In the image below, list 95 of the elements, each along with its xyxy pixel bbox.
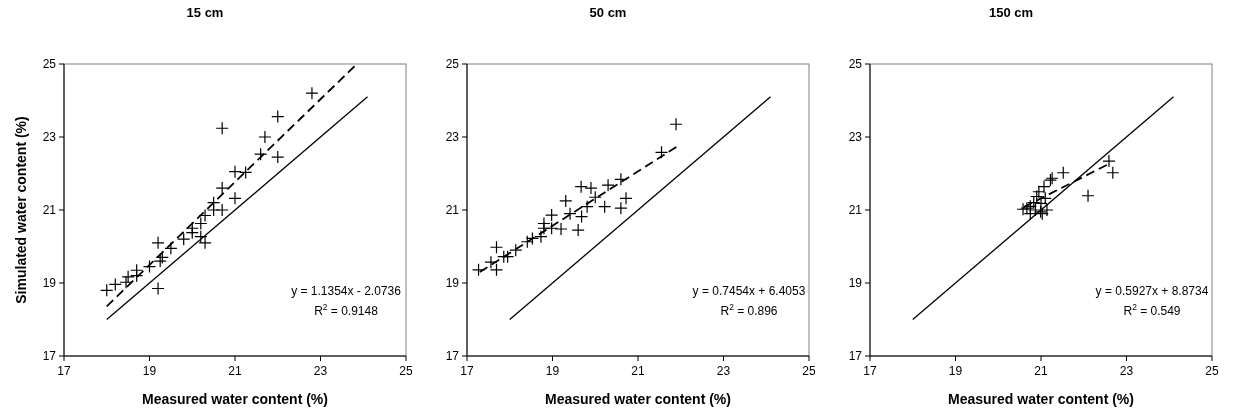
point: [1056, 166, 1070, 180]
point: [501, 250, 515, 264]
x-axis-title: Measured water content (%): [545, 391, 731, 407]
y-tick-label: 23: [848, 130, 863, 144]
annotation: R$^{2}$ = 0.9148: [314, 302, 379, 318]
point: [1106, 166, 1120, 180]
point: [614, 201, 628, 215]
point: [185, 226, 199, 240]
point: [563, 207, 577, 221]
point: [305, 86, 319, 100]
annotation: y = 0.7454x + 6.4053: [692, 284, 806, 298]
x-tick-label: 23: [1119, 364, 1134, 378]
x-tick-label: 17: [460, 364, 474, 378]
point: [153, 254, 167, 268]
point: [520, 235, 534, 249]
x-tick-label: 19: [948, 364, 963, 378]
point: [588, 190, 602, 204]
annotation: R$^{2}$ = 0.549: [1123, 302, 1181, 318]
y-tick-label: 17: [42, 349, 57, 363]
point: [669, 117, 683, 131]
y-tick-label: 21: [42, 203, 57, 217]
point: [142, 259, 157, 274]
y-tick-label: 17: [848, 349, 863, 363]
x-tick-label: 21: [631, 364, 645, 378]
point: [598, 200, 612, 214]
x-tick-label: 17: [863, 364, 877, 378]
annotation: y = 0.5927x + 8.8734: [1095, 284, 1209, 298]
point: [545, 208, 559, 222]
x-axis-title: Measured water content (%): [142, 391, 328, 407]
x-tick-label: 21: [228, 364, 242, 378]
point: [121, 270, 135, 284]
point: [194, 216, 208, 231]
x-tick-label: 25: [399, 364, 413, 378]
point: [574, 209, 589, 224]
point: [215, 121, 229, 135]
x-tick-label: 19: [142, 364, 157, 378]
annotation: R$^{2}$ = 0.896: [720, 302, 778, 318]
point: [130, 269, 144, 283]
point: [254, 147, 268, 161]
point: [580, 200, 594, 214]
y-tick-label: 25: [445, 57, 460, 71]
point: [525, 231, 540, 246]
point: [228, 191, 242, 205]
chart-title: 150 cm: [988, 5, 1034, 20]
point: [559, 194, 573, 208]
y-tick-label: 25: [848, 57, 863, 71]
chart-title: 15 cm: [186, 5, 224, 20]
point: [654, 145, 669, 159]
point: [215, 181, 229, 195]
point: [151, 236, 165, 250]
point: [271, 109, 285, 124]
y-axis-title: Simulated water content (%): [13, 116, 29, 304]
point: [151, 281, 165, 296]
point: [228, 165, 242, 179]
point: [164, 241, 178, 255]
point: [571, 223, 585, 237]
y-tick-label: 21: [445, 203, 460, 217]
x-tick-label: 25: [802, 364, 816, 378]
point: [100, 283, 114, 297]
x-tick-label: 23: [313, 364, 328, 378]
y-tick-label: 21: [848, 203, 863, 217]
x-tick-label: 23: [716, 364, 731, 378]
point: [1027, 196, 1041, 210]
point: [574, 180, 588, 194]
point: [489, 240, 504, 254]
point: [509, 243, 523, 257]
x-tick-label: 17: [57, 364, 71, 378]
y-tick-label: 25: [42, 57, 57, 71]
y-tick-label: 19: [848, 276, 863, 290]
point: [471, 263, 486, 277]
point: [258, 130, 272, 144]
y-tick-label: 19: [42, 276, 57, 290]
point: [619, 191, 633, 205]
point: [584, 181, 598, 195]
point: [554, 222, 568, 236]
point: [534, 230, 548, 244]
x-tick-label: 19: [545, 364, 560, 378]
point: [119, 275, 133, 289]
y-tick-label: 23: [445, 130, 460, 144]
x-tick-label: 25: [1205, 364, 1219, 378]
x-tick-label: 21: [1034, 364, 1048, 378]
point: [1081, 189, 1095, 203]
y-tick-label: 23: [42, 130, 57, 144]
point: [108, 277, 122, 292]
y-tick-label: 19: [445, 276, 460, 290]
point: [601, 178, 615, 192]
chart-title: 50 cm: [589, 5, 627, 20]
x-axis-title: Measured water content (%): [948, 391, 1134, 407]
point: [239, 165, 253, 179]
annotation: y = 1.1354x - 2.0736: [291, 284, 402, 298]
point: [271, 150, 285, 164]
point: [177, 232, 191, 246]
point: [1037, 180, 1051, 194]
point: [1102, 154, 1116, 168]
y-tick-label: 17: [445, 349, 460, 363]
